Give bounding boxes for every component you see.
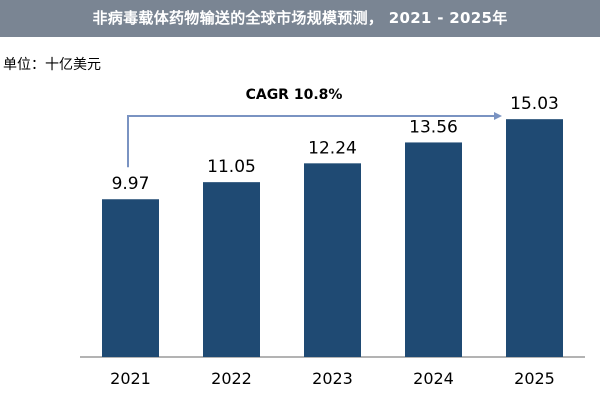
chart-title: 非病毒载体药物输送的全球市场规模预测， 2021 - 2025年 — [92, 9, 508, 27]
bar-2023 — [304, 163, 361, 357]
unit-label: 单位：十亿美元 — [3, 57, 101, 73]
bar-2022 — [203, 182, 260, 357]
data-label-2022: 11.05 — [207, 157, 256, 177]
x-tick-label-2023: 2023 — [312, 369, 353, 388]
x-tick-label-2025: 2025 — [514, 369, 555, 388]
data-label-2025: 15.03 — [510, 94, 559, 114]
data-label-2024: 13.56 — [409, 117, 458, 137]
data-label-2021: 9.97 — [112, 174, 150, 194]
bar-2025 — [506, 119, 563, 357]
title-banner — [0, 0, 600, 37]
data-label-2023: 12.24 — [308, 138, 357, 158]
x-tick-label-2022: 2022 — [211, 369, 252, 388]
bar-2021 — [102, 199, 159, 357]
cagr-arrow — [127, 112, 502, 168]
cagr-label: CAGR 10.8% — [246, 87, 343, 103]
x-tick-label-2024: 2024 — [413, 369, 454, 388]
x-tick-label-2021: 2021 — [110, 369, 151, 388]
bar-2024 — [405, 142, 462, 357]
